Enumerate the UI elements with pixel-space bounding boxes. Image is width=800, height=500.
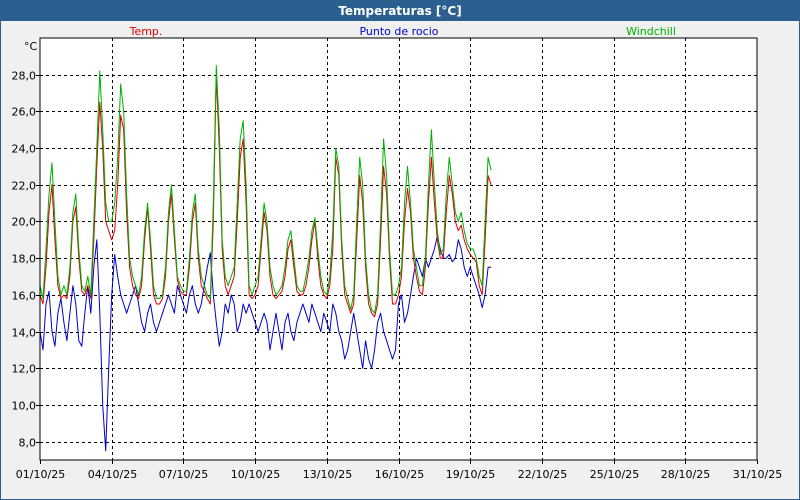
x-tick-label: 13/10/25 bbox=[303, 468, 352, 481]
x-tick-label: 16/10/25 bbox=[375, 468, 424, 481]
plot-border bbox=[39, 37, 758, 461]
y-tick-label: 28,0 bbox=[12, 70, 37, 83]
x-tick-label: 07/10/25 bbox=[159, 468, 208, 481]
y-tick-label: 10,0 bbox=[12, 400, 37, 413]
y-tick-labels: 8,0 10,0 12,0 14,0 16,0 18,0 20,0 22,0 24,0 26,0 2… bbox=[12, 70, 40, 450]
x-tick-label: 31/10/25 bbox=[733, 468, 782, 481]
y-tick-label: 8,0 bbox=[19, 437, 37, 450]
plot-area bbox=[40, 38, 757, 460]
legend-label: Windchill bbox=[626, 25, 676, 38]
x-tick-label: 25/10/25 bbox=[590, 468, 639, 481]
legend-label: Punto de rocio bbox=[359, 25, 438, 38]
x-tick-label: 22/10/25 bbox=[518, 468, 567, 481]
x-tick-label: 19/10/25 bbox=[446, 468, 495, 481]
x-tick-labels: 01/10/25 04/10/25 07/10/25 10/10/25 13/10/25… bbox=[16, 460, 782, 481]
y-tick-label: 24,0 bbox=[12, 143, 37, 156]
series-line-2 bbox=[39, 65, 492, 314]
y-tick-label: 16,0 bbox=[12, 290, 37, 303]
legend: Temp. Punto de rocio Windchill bbox=[129, 25, 676, 38]
series-lines bbox=[39, 65, 492, 452]
x-tick-label: 28/10/25 bbox=[661, 468, 710, 481]
x-tick-label: 04/10/25 bbox=[88, 468, 137, 481]
legend-label: Temp. bbox=[129, 25, 163, 38]
y-axis-unit-label: °C bbox=[24, 40, 38, 53]
y-tick-label: 12,0 bbox=[12, 363, 37, 376]
chart-title-bar: Temperaturas [°C] bbox=[1, 1, 799, 21]
y-tick-label: 26,0 bbox=[12, 106, 37, 119]
y-tick-label: 20,0 bbox=[12, 216, 37, 229]
y-tick-label: 22,0 bbox=[12, 180, 37, 193]
x-tick-label: 01/10/25 bbox=[16, 468, 65, 481]
y-tick-label: 18,0 bbox=[12, 253, 37, 266]
x-tick-label: 10/10/25 bbox=[231, 468, 280, 481]
y-tick-label: 14,0 bbox=[12, 327, 37, 340]
series-line-0 bbox=[39, 74, 492, 318]
